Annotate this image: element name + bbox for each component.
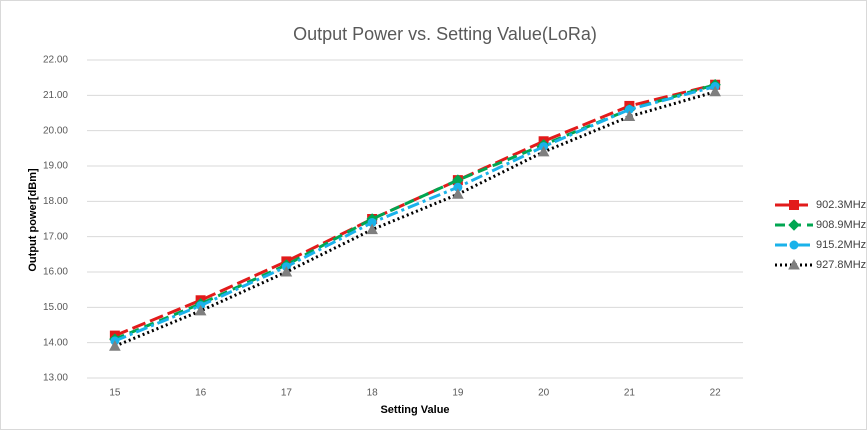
y-tick-label: 14.00 xyxy=(43,337,68,348)
x-tick-label: 16 xyxy=(195,388,207,399)
x-tick-label: 17 xyxy=(281,388,293,399)
chart-title: Output Power vs. Setting Value(LoRa) xyxy=(293,24,597,44)
series-line xyxy=(114,83,716,337)
marker xyxy=(537,145,550,157)
legend-label: 915.2MHz xyxy=(816,239,866,251)
y-axis-label: Output power[dBm] xyxy=(27,168,39,272)
legend-label: 927.8MHz xyxy=(816,259,866,271)
y-tick-label: 19.00 xyxy=(43,161,68,172)
x-tick-label: 21 xyxy=(624,388,636,399)
series-line xyxy=(114,83,716,341)
series-line xyxy=(114,85,716,343)
marker xyxy=(623,110,636,122)
marker xyxy=(366,223,378,235)
x-tick-label: 22 xyxy=(710,388,722,399)
legend-marker xyxy=(789,240,799,250)
y-tick-label: 21.00 xyxy=(43,90,68,101)
marker xyxy=(452,188,464,199)
y-tick-label: 16.00 xyxy=(43,267,68,278)
y-tick-label: 17.00 xyxy=(43,231,68,242)
legend-marker xyxy=(789,200,799,210)
y-tick-label: 22.00 xyxy=(43,55,68,66)
legend-label: 902.3MHz xyxy=(816,199,866,211)
y-tick-label: 15.00 xyxy=(43,302,68,313)
y-tick-label: 20.00 xyxy=(43,125,68,136)
x-tick-label: 19 xyxy=(452,388,464,399)
series xyxy=(109,85,721,351)
x-tick-label: 15 xyxy=(109,388,121,399)
marker xyxy=(194,304,207,316)
legend-marker xyxy=(788,258,800,270)
marker xyxy=(109,340,121,351)
marker xyxy=(280,265,293,277)
y-tick-label: 18.00 xyxy=(43,196,68,207)
legend-marker xyxy=(788,219,800,231)
x-tick-label: 20 xyxy=(538,388,550,399)
x-tick-label: 18 xyxy=(367,388,379,399)
legend-label: 908.9MHz xyxy=(816,219,866,231)
y-tick-label: 13.00 xyxy=(43,373,68,384)
marker xyxy=(709,85,721,97)
x-axis-label: Setting Value xyxy=(380,404,449,416)
